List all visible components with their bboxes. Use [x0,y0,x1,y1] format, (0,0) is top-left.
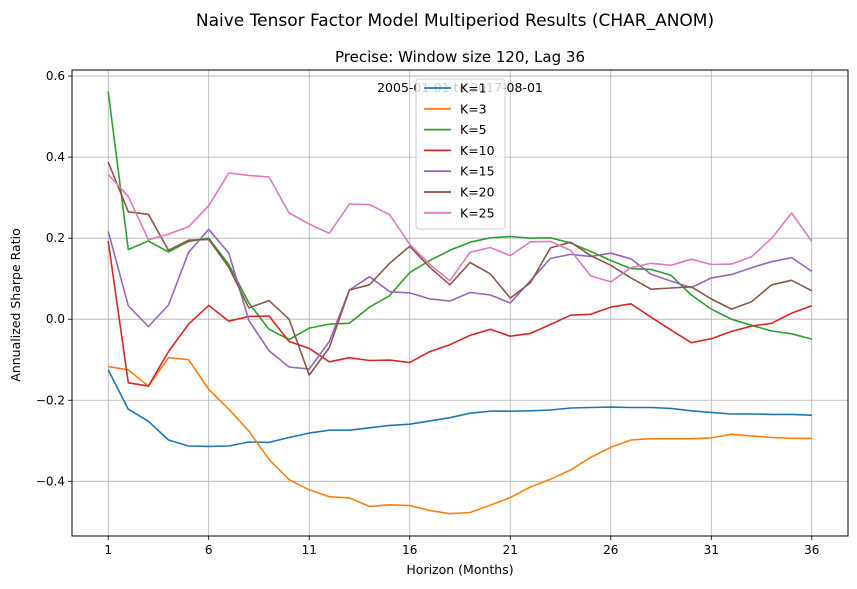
legend-label: K=25 [460,205,495,220]
legend-entry: K=15 [424,164,495,179]
x-tick-label: 6 [205,543,213,557]
series-line-k1 [107,369,812,448]
series-line-k15 [107,228,813,370]
legend-label: K=15 [460,164,495,179]
x-tick-label: 1 [104,543,112,557]
x-tick-label: 31 [704,543,719,557]
legend-entry: K=3 [424,101,487,116]
legend-label: K=10 [460,143,495,158]
x-tick-label: 11 [302,543,317,557]
axis-ticks: 1 6 11 16 21 26 31 36−0.4−0.20.00.20.40.6 [36,69,820,557]
legend-entry: K=5 [424,122,487,137]
plot-frame [71,69,849,537]
legend-entry: K=10 [424,143,495,158]
series-line-k3 [108,356,812,515]
series-line-k25 [107,172,813,283]
legend-label: K=20 [460,185,495,200]
series-line-k20 [107,161,813,376]
y-tick-label: −0.2 [36,393,65,407]
series-line-k10 [107,240,813,387]
series-layer [107,91,813,515]
legend-label: K=3 [460,101,487,116]
x-tick-label: 16 [402,543,417,557]
y-tick-label: 0.4 [46,150,65,164]
y-tick-label: 0.2 [46,231,65,245]
x-tick-label: 21 [503,543,518,557]
legend-entry: K=25 [424,205,495,220]
legend-entry: K=1 [424,81,487,96]
series-line-k5 [107,91,813,341]
y-tick-label: 0.6 [46,69,65,83]
y-tick-label: −0.4 [36,474,65,488]
chart-suptitle: Naive Tensor Factor Model Multiperiod Re… [196,11,714,31]
legend-label: K=5 [460,122,487,137]
x-axis-label: Horizon (Months) [406,562,513,577]
x-tick-label: 36 [804,543,819,557]
y-axis-label: Annualized Sharpe Ratio [8,228,23,381]
legend-entry: K=20 [424,185,495,200]
x-tick-label: 26 [603,543,618,557]
chart-title: Precise: Window size 120, Lag 36 [335,48,585,66]
y-tick-label: 0.0 [46,312,65,326]
legend-label: K=1 [460,81,487,96]
legend: K=1 K=3 K=5 K=10 K=15 K=20 K=25 [415,78,506,230]
